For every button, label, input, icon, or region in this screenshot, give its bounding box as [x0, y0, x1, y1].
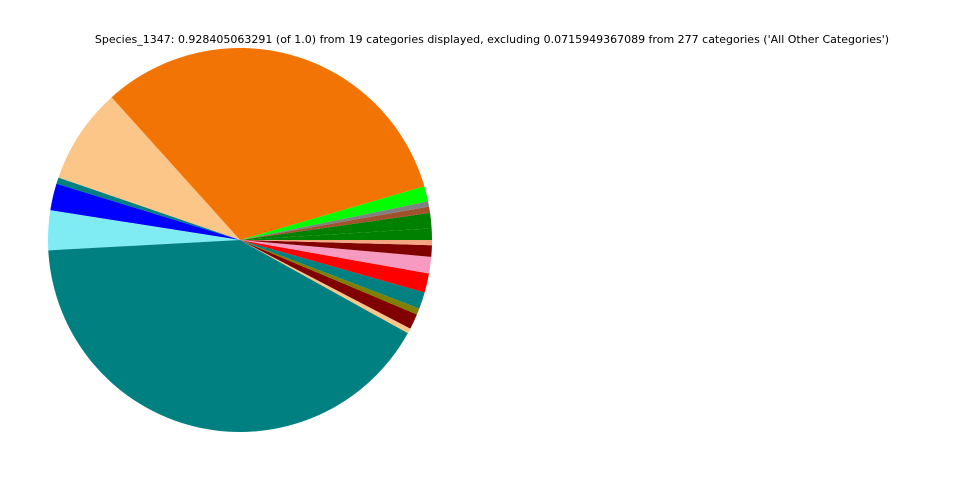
pie-slice — [240, 240, 432, 246]
pie-slice — [56, 177, 241, 240]
chart-title: Species_1347: 0.928405063291 (of 1.0) fr… — [95, 33, 889, 46]
pie — [47, 47, 432, 433]
pie-slice — [240, 240, 425, 309]
pie-slice — [240, 186, 429, 240]
pie-slice — [240, 240, 430, 293]
pie-slice — [240, 240, 417, 329]
pie-slice — [48, 240, 408, 433]
pie-slice — [240, 240, 411, 334]
pie-slice — [111, 47, 425, 240]
pie-slice — [240, 228, 432, 240]
pie-slice — [240, 240, 420, 315]
pie-slice — [240, 240, 432, 257]
pie-slice — [240, 212, 432, 240]
pie-slice — [58, 97, 241, 240]
pie-slice — [240, 206, 431, 240]
pie-slice — [240, 240, 432, 274]
pie-slice — [47, 210, 240, 251]
pie-slice — [50, 183, 240, 240]
pie-slice — [240, 201, 430, 240]
